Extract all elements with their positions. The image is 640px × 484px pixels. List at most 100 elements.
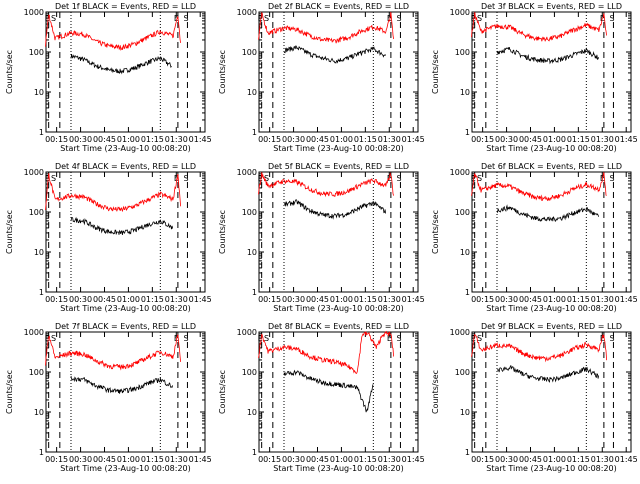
lld-series-line bbox=[471, 172, 607, 202]
plot-frame bbox=[45, 11, 206, 133]
x-axis-label: Start Time (23-Aug-10 00:08:20) bbox=[486, 304, 617, 313]
y-axis-label: Counts/sec bbox=[5, 50, 14, 94]
y-tick-label: 10 bbox=[460, 248, 470, 257]
marker-label: S bbox=[51, 174, 56, 183]
chart-title: Det 9f BLACK = Events, RED = LLD bbox=[481, 322, 622, 331]
y-tick-label: 10 bbox=[247, 88, 257, 97]
x-tick-label: 00:45 bbox=[93, 455, 116, 464]
y-tick-label: 1 bbox=[465, 128, 470, 137]
x-tick-label: 01:30 bbox=[378, 455, 401, 464]
x-tick-label: 00:15 bbox=[258, 135, 281, 144]
x-tick-label: 01:15 bbox=[567, 455, 590, 464]
x-tick-label: 00:30 bbox=[495, 295, 518, 304]
y-tick-label: 100 bbox=[242, 368, 257, 377]
x-tick-label: 00:15 bbox=[258, 455, 281, 464]
x-axis-label: Start Time (23-Aug-10 00:08:20) bbox=[273, 144, 404, 153]
lld-series-line bbox=[258, 171, 394, 198]
x-tick-label: 01:00 bbox=[330, 295, 353, 304]
detector-panel: Det 4f BLACK = Events, RED = LLD Counts/s… bbox=[0, 160, 213, 320]
y-tick-label: 1 bbox=[252, 448, 257, 457]
lld-series-line bbox=[45, 334, 181, 371]
x-tick-label: 00:45 bbox=[519, 455, 542, 464]
x-axis-label: Start Time (23-Aug-10 00:08:20) bbox=[486, 464, 617, 473]
y-tick-label: 1000 bbox=[24, 328, 44, 337]
chart-title: Det 2f BLACK = Events, RED = LLD bbox=[268, 2, 409, 11]
marker-label: S bbox=[51, 14, 56, 23]
plot-frame bbox=[471, 331, 632, 453]
detector-chart: Det 2f BLACK = Events, RED = LLD Counts/s… bbox=[218, 2, 425, 153]
x-tick-label: 00:45 bbox=[519, 295, 542, 304]
events-series-line bbox=[70, 54, 172, 75]
x-tick-label: 00:45 bbox=[519, 135, 542, 144]
x-tick-label: 01:45 bbox=[615, 295, 638, 304]
x-tick-label: 00:30 bbox=[69, 455, 92, 464]
y-tick-label: 10 bbox=[460, 88, 470, 97]
y-tick-label: 1000 bbox=[237, 168, 257, 177]
detector-chart: Det 6f BLACK = Events, RED = LLD Counts/s… bbox=[431, 162, 638, 313]
x-tick-label: 01:15 bbox=[141, 135, 164, 144]
x-tick-label: 00:15 bbox=[45, 295, 68, 304]
y-tick-label: 1 bbox=[252, 128, 257, 137]
x-axis-label: Start Time (23-Aug-10 00:08:20) bbox=[60, 144, 191, 153]
marker-label: S bbox=[396, 14, 401, 23]
lld-series-line bbox=[471, 333, 607, 363]
marker-label: S bbox=[183, 14, 188, 23]
x-tick-label: 01:00 bbox=[543, 455, 566, 464]
y-tick-label: 1 bbox=[252, 288, 257, 297]
x-tick-label: 00:30 bbox=[282, 135, 305, 144]
y-tick-label: 1 bbox=[465, 448, 470, 457]
x-tick-label: 00:15 bbox=[258, 295, 281, 304]
y-tick-label: 100 bbox=[29, 208, 44, 217]
marker-label: S bbox=[51, 334, 56, 343]
y-tick-label: 10 bbox=[34, 248, 44, 257]
events-series-line bbox=[496, 204, 599, 222]
y-tick-label: 100 bbox=[242, 208, 257, 217]
y-axis-label: Counts/sec bbox=[431, 50, 440, 94]
events-series-line bbox=[496, 46, 599, 65]
chart-title: Det 3f BLACK = Events, RED = LLD bbox=[481, 2, 622, 11]
y-tick-label: 100 bbox=[242, 48, 257, 57]
y-tick-label: 1000 bbox=[450, 328, 470, 337]
detector-panel: Det 3f BLACK = Events, RED = LLD Counts/s… bbox=[426, 0, 639, 160]
x-axis-label: Start Time (23-Aug-10 00:08:20) bbox=[60, 304, 191, 313]
x-tick-label: 01:45 bbox=[402, 135, 425, 144]
marker-label: E bbox=[258, 174, 263, 183]
x-tick-label: 01:15 bbox=[354, 295, 377, 304]
marker-label: S bbox=[264, 334, 269, 343]
plot-frame bbox=[471, 171, 632, 293]
marker-label: E bbox=[600, 334, 605, 343]
x-tick-label: 01:45 bbox=[402, 455, 425, 464]
marker-label: E bbox=[258, 14, 263, 23]
x-tick-label: 01:30 bbox=[591, 455, 614, 464]
y-axis-label: Counts/sec bbox=[218, 50, 227, 94]
x-tick-label: 00:30 bbox=[495, 135, 518, 144]
x-tick-label: 01:45 bbox=[615, 455, 638, 464]
detector-chart: Det 4f BLACK = Events, RED = LLD Counts/s… bbox=[5, 162, 212, 313]
x-tick-label: 01:15 bbox=[354, 135, 377, 144]
marker-label: S bbox=[609, 174, 614, 183]
x-tick-label: 00:15 bbox=[45, 455, 68, 464]
marker-label: E bbox=[45, 334, 50, 343]
chart-title: Det 7f BLACK = Events, RED = LLD bbox=[55, 322, 196, 331]
x-tick-label: 00:45 bbox=[306, 135, 329, 144]
events-series-line bbox=[283, 199, 386, 220]
x-tick-label: 01:30 bbox=[378, 135, 401, 144]
y-tick-label: 1000 bbox=[450, 8, 470, 17]
x-tick-label: 01:00 bbox=[117, 295, 140, 304]
events-series-line bbox=[70, 375, 173, 394]
x-tick-label: 00:15 bbox=[471, 455, 494, 464]
x-tick-label: 01:00 bbox=[543, 135, 566, 144]
x-tick-label: 01:15 bbox=[141, 295, 164, 304]
x-axis-label: Start Time (23-Aug-10 00:08:20) bbox=[273, 464, 404, 473]
y-tick-label: 1000 bbox=[24, 168, 44, 177]
y-tick-label: 1000 bbox=[24, 8, 44, 17]
detector-panel: Det 5f BLACK = Events, RED = LLD Counts/s… bbox=[213, 160, 426, 320]
x-tick-label: 01:45 bbox=[402, 295, 425, 304]
x-tick-label: 01:30 bbox=[591, 135, 614, 144]
y-tick-label: 10 bbox=[247, 248, 257, 257]
chart-title: Det 4f BLACK = Events, RED = LLD bbox=[55, 162, 196, 171]
x-tick-label: 01:00 bbox=[117, 455, 140, 464]
x-tick-label: 01:30 bbox=[165, 295, 188, 304]
lld-series-line bbox=[45, 173, 181, 213]
x-tick-label: 01:30 bbox=[378, 295, 401, 304]
